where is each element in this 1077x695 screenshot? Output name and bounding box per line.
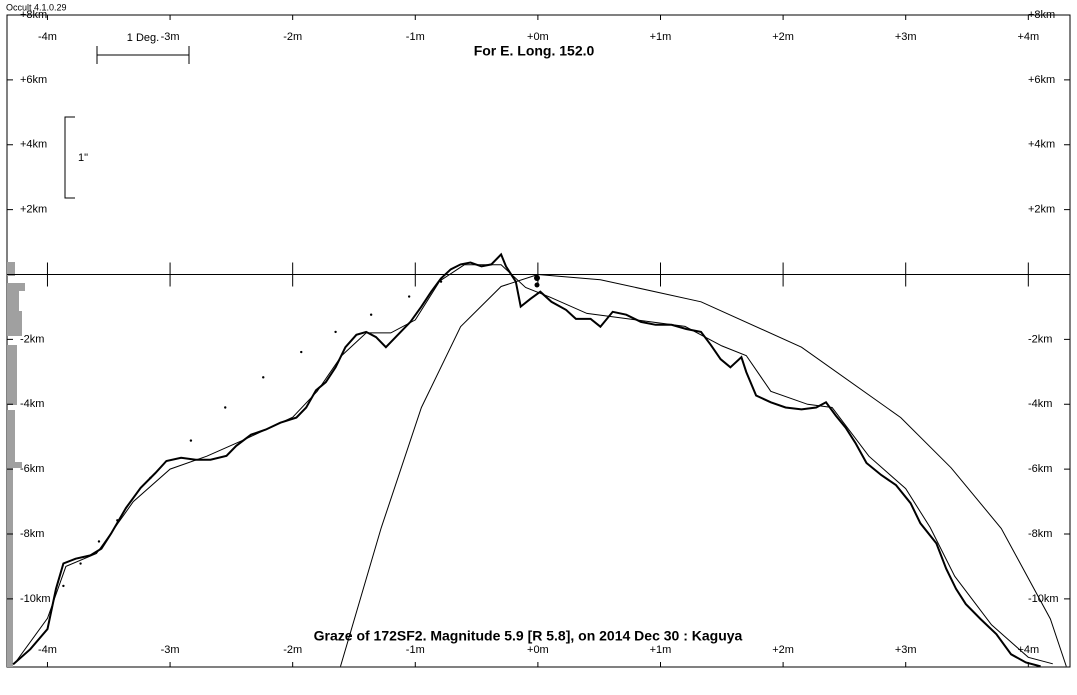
x-tick-label: -3m (161, 31, 180, 43)
y-tick-label: +8km (1028, 9, 1055, 21)
profile-line (16, 264, 1053, 665)
x-tick-label: +4m (1017, 31, 1039, 43)
x-tick-label: -2m (283, 31, 302, 43)
y-tick-label: +4km (1028, 139, 1055, 151)
x-tick-label: -3m (161, 644, 180, 656)
y-tick-label: +2km (20, 204, 47, 216)
y-tick-label: -2km (1028, 333, 1052, 345)
deg-scale-label: 1 Deg. (127, 32, 159, 44)
caption: Graze of 172SF2. Magnitude 5.9 [R 5.8], … (314, 628, 743, 644)
x-tick-label: +0m (527, 644, 549, 656)
x-tick-label: -2m (283, 644, 302, 656)
dot (189, 439, 193, 442)
y-tick-label: -6km (20, 463, 44, 475)
y-tick-label: +8km (20, 9, 47, 21)
x-tick-label: +0m (527, 31, 549, 43)
dot (369, 313, 373, 316)
x-tick-label: +4m (1017, 644, 1039, 656)
dot (262, 376, 265, 379)
y-tick-label: +4km (20, 139, 47, 151)
dot (407, 295, 411, 298)
y-tick-label: +6km (1028, 74, 1055, 86)
x-tick-label: +1m (650, 31, 672, 43)
y-tick-label: -10km (1028, 593, 1059, 605)
y-tick-label: +2km (1028, 204, 1055, 216)
dot (300, 350, 303, 354)
dot (97, 540, 101, 543)
arcsec-scale-label: 1" (78, 152, 88, 164)
y-tick-label: -8km (20, 528, 44, 540)
x-tick-label: -4m (38, 644, 57, 656)
y-tick-label: -10km (20, 593, 51, 605)
profile-line (12, 252, 1041, 668)
arcsec-scale-bar (64, 116, 75, 199)
marker (534, 282, 540, 288)
x-tick-label: +3m (895, 31, 917, 43)
x-tick-label: -1m (406, 31, 425, 43)
dot (224, 406, 227, 409)
y-tick-label: -8km (1028, 528, 1052, 540)
x-tick-label: -4m (38, 31, 57, 43)
y-tick-label: +6km (20, 74, 47, 86)
y-tick-label: -4km (1028, 398, 1052, 410)
dot (79, 562, 82, 565)
dot (334, 330, 337, 334)
x-tick-label: +3m (895, 644, 917, 656)
profile-line (340, 273, 1067, 667)
x-tick-label: +2m (772, 644, 794, 656)
plot-frame (6, 14, 1071, 668)
window-title: Occult 4.1.0.29 (6, 2, 67, 12)
dot (439, 280, 443, 283)
dot (62, 584, 65, 588)
x-tick-label: +2m (772, 31, 794, 43)
y-tick-label: -6km (1028, 463, 1052, 475)
marker (534, 275, 540, 281)
x-tick-label: -1m (406, 644, 425, 656)
dot (149, 476, 152, 480)
y-tick-label: -2km (20, 333, 44, 345)
x-tick-label: +1m (650, 644, 672, 656)
y-tick-label: -4km (20, 398, 44, 410)
dot (116, 519, 119, 522)
histogram (7, 262, 25, 667)
deg-scale-bar (96, 46, 190, 64)
chart-title: For E. Long. 152.0 (474, 43, 595, 59)
